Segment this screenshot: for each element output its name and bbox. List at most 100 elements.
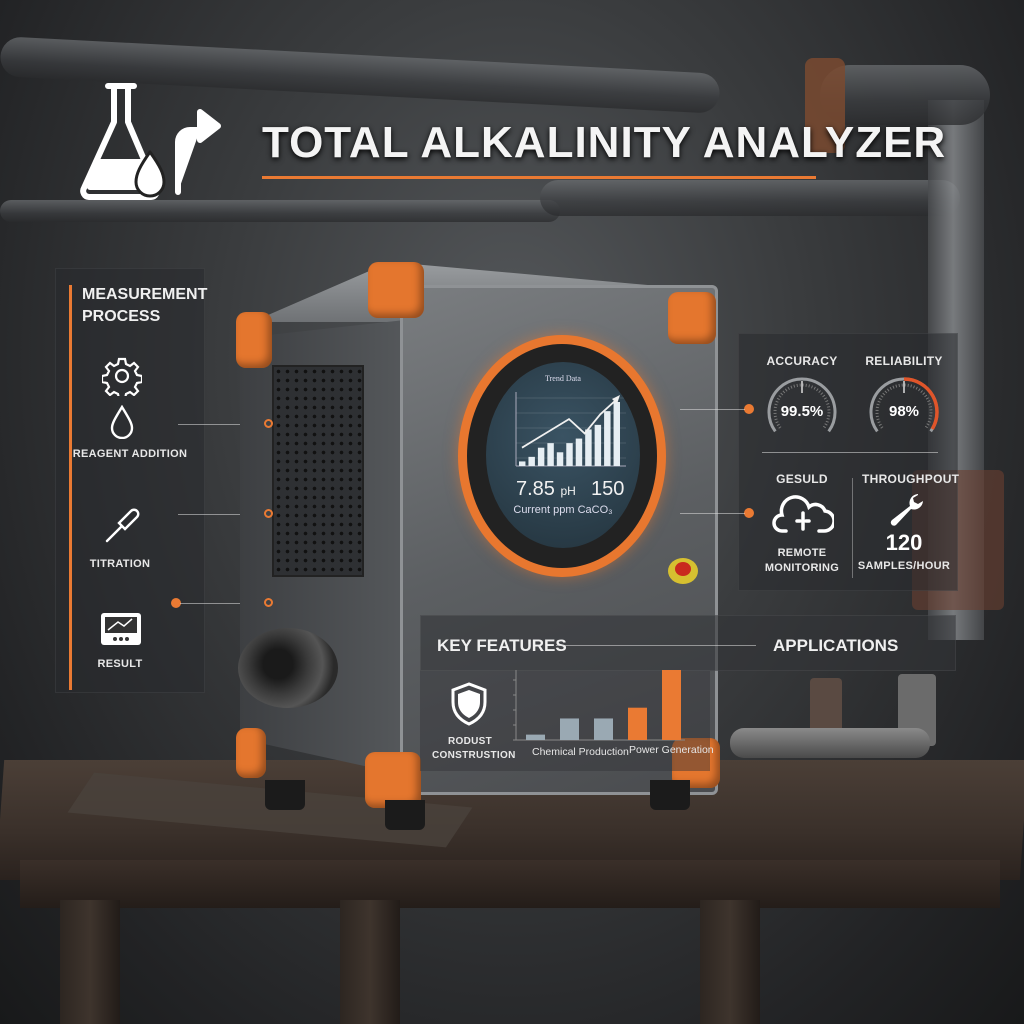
gauge-fill [903, 377, 939, 430]
gauge-track [767, 377, 837, 433]
connector-line [178, 514, 268, 515]
device-foot [385, 800, 425, 830]
connector-dot [264, 419, 273, 428]
process-heading-line1: MEASUREMENT [82, 286, 208, 303]
applications-bar-chart [513, 670, 685, 741]
reliability-gauge [869, 377, 939, 433]
trend-bar [575, 438, 583, 466]
connector-dot [744, 508, 754, 518]
background-pipe [540, 180, 960, 216]
page-title: TOTAL ALKALINITY ANALYZER [262, 118, 947, 167]
key-features-heading: KEY FEATURES [437, 636, 567, 655]
trend-bar [566, 443, 573, 466]
trend-bar [519, 461, 526, 466]
accuracy-label: ACCURACY [766, 354, 838, 368]
ph-unit: pH [560, 484, 576, 498]
trend-bar [556, 452, 564, 466]
connector-dot [264, 598, 273, 607]
trend-bar [613, 402, 620, 466]
application-bar [526, 734, 545, 740]
background-pipe [820, 65, 990, 125]
corner-guard [365, 752, 421, 808]
pipe-flange [805, 58, 845, 153]
workbench-leg [60, 900, 120, 1024]
corner-guard [236, 312, 272, 368]
workbench-leg [340, 900, 400, 1024]
screen-trend-chart [515, 392, 626, 467]
display-screen: Trend Data 7.85 pH 150 Current ppm CaCO₃ [486, 362, 640, 548]
bench-cylinder [810, 678, 842, 734]
vent-grille [272, 365, 364, 577]
workbench-edge [20, 860, 1000, 908]
device-foot [265, 780, 305, 810]
title-underline [262, 176, 816, 179]
device-foot [650, 780, 690, 810]
application-bar [628, 707, 647, 740]
throughput-unit: SAMPLES/HOUR [857, 560, 951, 572]
trend-bar [537, 447, 545, 466]
feature-line2: CONSTRUSTION [432, 750, 516, 761]
trend-bar [547, 443, 554, 466]
screen-caption: Current ppm CaCO₃ [513, 504, 613, 516]
accuracy-value: 99.5% [780, 403, 824, 420]
monitor-icon [101, 613, 141, 645]
reliability-value: 98% [888, 403, 920, 420]
gear-icon [102, 357, 142, 396]
droplet-icon [110, 405, 134, 439]
step-label-reagent-addition: REAGENT ADDITION [72, 448, 188, 460]
corner-guard [672, 738, 720, 788]
step-label-titration: TITRATION [89, 558, 151, 570]
trend-bar [585, 429, 592, 466]
category-label: Power Generation [629, 744, 714, 756]
cloud-icon [772, 495, 834, 533]
caption-line2: MONITORING [764, 562, 840, 574]
connector-line [680, 513, 745, 514]
application-bar [594, 718, 613, 740]
accuracy-gauge [767, 377, 837, 433]
connector-dot [171, 598, 181, 608]
step-label-result: RESULT [97, 658, 143, 670]
flask-arrow-icon [80, 83, 221, 200]
metrics-divider [762, 452, 938, 453]
caption-line1: REMOTE [777, 547, 827, 559]
features-panel [420, 615, 956, 671]
connector-line [680, 409, 745, 410]
pipette-icon [105, 508, 140, 543]
trend-bar [528, 456, 535, 466]
trend-arrowhead [612, 395, 620, 404]
robust-construction-label: RODUST CONSTRUSTION [432, 735, 516, 763]
emergency-stop-button[interactable] [668, 558, 698, 584]
applications-heading: APPLICATIONS [773, 636, 899, 655]
process-heading: MEASUREMENT PROCESS [82, 284, 207, 328]
connector-line [180, 603, 270, 604]
metrics-panel [738, 333, 958, 591]
trend-line [521, 399, 617, 449]
process-heading-line2: PROCESS [82, 308, 161, 325]
bench-pipe [730, 728, 930, 758]
remote-monitoring-caption: REMOTE MONITORING [762, 546, 842, 576]
ph-value: 7.85 [516, 478, 555, 500]
reliability-label: RELIABILITY [865, 354, 943, 368]
connector-dot [264, 509, 273, 518]
throughput-value: 120 [885, 530, 923, 555]
throughput-label: THROUGHPOUT [862, 472, 960, 486]
workbench-leg [700, 900, 760, 1024]
corner-guard [236, 728, 266, 778]
result-label: GESULD [776, 472, 828, 486]
category-label: Chemical Production [532, 746, 629, 758]
connector-line [178, 424, 268, 425]
background-pipe [0, 200, 560, 222]
sample-inlet-port[interactable] [238, 628, 338, 708]
ppm-value: 150 [591, 478, 625, 500]
screen-title: Trend Data [545, 374, 581, 383]
trend-bar [604, 411, 611, 466]
ph-readout: 7.85 pH [516, 478, 576, 501]
application-bar [560, 718, 579, 740]
trend-bar [594, 424, 602, 466]
process-accent-line [69, 285, 72, 690]
application-bar [662, 670, 681, 740]
corner-guard [668, 292, 716, 344]
corner-guard [368, 262, 424, 318]
wrench-icon [890, 494, 923, 526]
connector-dot [744, 404, 754, 414]
